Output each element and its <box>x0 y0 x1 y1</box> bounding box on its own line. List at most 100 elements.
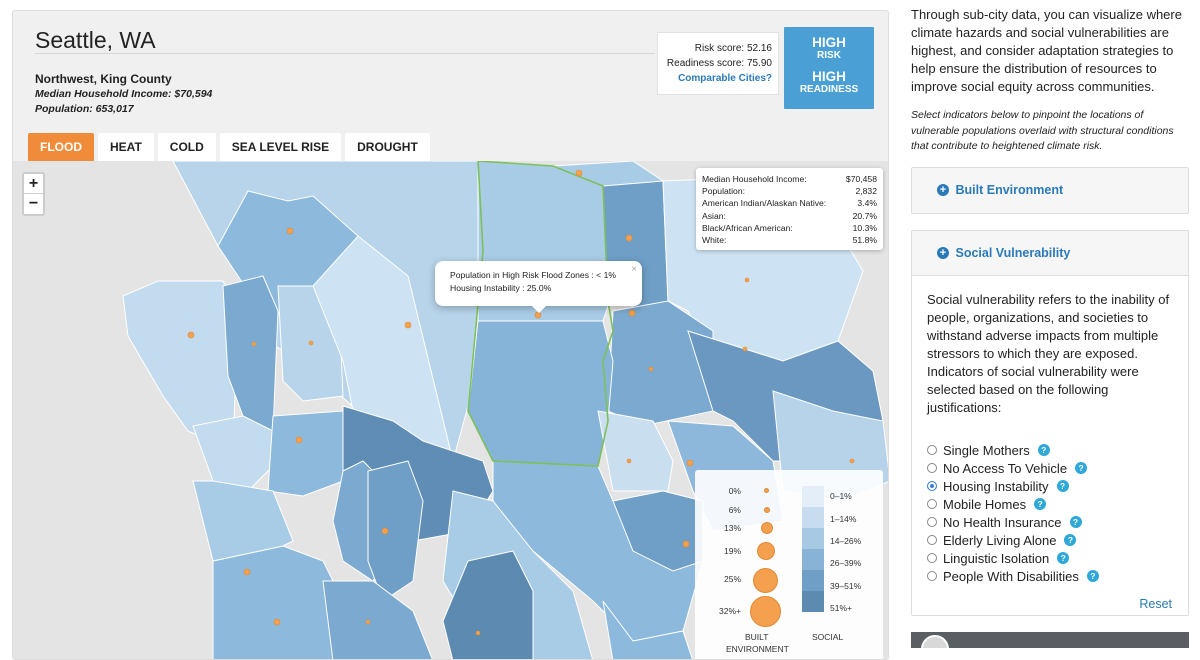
info-label: White: <box>702 235 727 246</box>
radio-button-selected[interactable] <box>927 481 937 491</box>
readiness-score: Readiness score: 75.90 <box>666 58 772 69</box>
map-legend: 0% 6% 13% 19% 25% 32%+ 0–1% 1–14% 14–26%… <box>695 470 883 659</box>
plus-circle-icon: + <box>937 246 949 259</box>
tab-flood[interactable]: FLOOD <box>28 133 94 161</box>
radio-button[interactable] <box>927 553 937 563</box>
indicator-linguistic-isolation[interactable]: Linguistic Isolation? <box>927 549 1174 567</box>
indicator-housing-instability[interactable]: Housing Instability? <box>927 477 1174 495</box>
divider <box>35 53 655 54</box>
legend-built-value: 25% <box>723 574 741 584</box>
comparable-cities-link[interactable]: Comparable Cities? <box>678 73 772 84</box>
indicator-disabilities[interactable]: People With Disabilities? <box>927 567 1174 585</box>
legend-swatch <box>802 591 824 612</box>
help-icon[interactable]: ? <box>1034 498 1047 510</box>
risk-score: Risk score: 52.16 <box>694 43 772 54</box>
help-icon[interactable]: ? <box>1086 570 1099 582</box>
flood-bubble <box>273 618 281 626</box>
risk-readiness-badge: HIGH RISK HIGH READINESS <box>784 27 874 109</box>
indicator-no-health-insurance[interactable]: No Health Insurance? <box>927 513 1174 531</box>
built-environment-toggle[interactable]: + Built Environment <box>912 168 1188 212</box>
legend-built-value: 32%+ <box>719 606 741 616</box>
flood-bubble <box>286 227 294 235</box>
indicator-no-vehicle[interactable]: No Access To Vehicle? <box>927 459 1174 477</box>
zoom-in-button[interactable]: + <box>24 174 43 194</box>
social-vulnerability-toggle[interactable]: + Social Vulnerability <box>912 231 1188 275</box>
indicator-single-mothers[interactable]: Single Mothers? <box>927 441 1174 459</box>
indicator-label: Mobile Homes <box>943 496 1027 512</box>
tract-region <box>367 460 424 602</box>
tract-info-box: Median Household Income: $70,458 Populati… <box>696 168 883 250</box>
help-icon[interactable]: ? <box>1057 552 1070 564</box>
popup-flood-zones: Population in High Risk Flood Zones : < … <box>450 270 616 280</box>
flood-bubble <box>849 458 855 464</box>
radio-button[interactable] <box>927 517 937 527</box>
indicator-label: Housing Instability <box>943 478 1049 494</box>
legend-built-value: 19% <box>723 546 741 556</box>
close-icon[interactable]: × <box>631 264 637 275</box>
flood-bubble <box>295 436 303 444</box>
zoom-out-button[interactable]: − <box>28 195 39 212</box>
info-value: $70,458 <box>845 174 877 184</box>
flood-bubble <box>365 619 371 625</box>
info-row: Black/African American: 10.3% <box>702 222 877 234</box>
legend-swatch <box>802 570 824 591</box>
help-icon[interactable]: ? <box>1075 462 1088 474</box>
flood-bubble <box>475 630 481 636</box>
help-icon[interactable]: ? <box>1064 534 1077 546</box>
legend-bubble <box>757 542 775 560</box>
help-icon[interactable]: ? <box>1037 444 1050 456</box>
flood-bubble <box>308 340 314 346</box>
social-description: Social vulnerability refers to the inabi… <box>927 292 1170 415</box>
legend-built-value: 13% <box>723 523 741 533</box>
radio-button[interactable] <box>927 499 937 509</box>
indicator-label: People With Disabilities <box>943 568 1079 584</box>
indicator-label: Single Mothers <box>943 442 1030 458</box>
legend-bubble <box>764 507 770 513</box>
city-image-thumbnail <box>911 632 1189 648</box>
help-icon[interactable]: ? <box>1069 516 1082 528</box>
city-panel: Seattle, WA Northwest, King County Media… <box>12 10 889 660</box>
radio-button[interactable] <box>927 463 937 473</box>
flood-bubble <box>625 234 633 242</box>
legend-social-value: 14–26% <box>830 536 862 546</box>
legend-built-caption: BUILT <box>745 632 769 642</box>
radio-button[interactable] <box>927 445 937 455</box>
tract-region <box>267 410 344 497</box>
legend-social-value: 39–51% <box>830 581 862 591</box>
info-row: White: 51.8% <box>702 234 877 246</box>
info-value: 20.7% <box>852 210 877 221</box>
flood-bubble <box>404 321 412 329</box>
radio-button[interactable] <box>927 571 937 581</box>
hazard-tabs: FLOOD HEAT COLD SEA LEVEL RISE DROUGHT <box>28 133 434 161</box>
info-value: 10.3% <box>852 222 877 233</box>
choropleth-map[interactable]: + − Median Household Income: $70,458 Popu… <box>13 161 888 659</box>
info-row: Median Household Income: $70,458 <box>702 173 877 185</box>
indicator-elderly-alone[interactable]: Elderly Living Alone? <box>927 531 1174 549</box>
flood-bubble <box>744 277 750 283</box>
help-icon[interactable]: ? <box>1056 480 1069 492</box>
indicator-mobile-homes[interactable]: Mobile Homes? <box>927 495 1174 513</box>
legend-swatch <box>802 507 824 528</box>
tab-cold[interactable]: COLD <box>157 133 216 161</box>
reset-link[interactable]: Reset <box>1139 597 1172 611</box>
tab-sea-level-rise[interactable]: SEA LEVEL RISE <box>219 133 342 161</box>
legend-bubble <box>750 596 781 627</box>
tract-region <box>192 480 294 562</box>
flood-bubble <box>742 346 748 352</box>
tract-region <box>212 545 344 659</box>
risk-level: HIGH <box>812 35 846 50</box>
flood-bubble <box>187 331 195 339</box>
indicator-label: Elderly Living Alone <box>943 532 1057 548</box>
info-value: 2,832 <box>855 186 877 197</box>
section-title: Built Environment <box>955 183 1064 197</box>
info-row: American Indian/Alaskan Native: 3.4% <box>702 197 877 209</box>
tab-drought[interactable]: DROUGHT <box>345 133 430 161</box>
flood-bubble <box>682 540 690 548</box>
info-row: Population: 2,832 <box>702 185 877 197</box>
tab-heat[interactable]: HEAT <box>98 133 154 161</box>
flood-bubble <box>686 459 694 467</box>
legend-social-value: 0–1% <box>830 491 852 501</box>
radio-button[interactable] <box>927 535 937 545</box>
city-seal-icon <box>921 635 949 648</box>
risk-label: RISK <box>817 50 841 61</box>
